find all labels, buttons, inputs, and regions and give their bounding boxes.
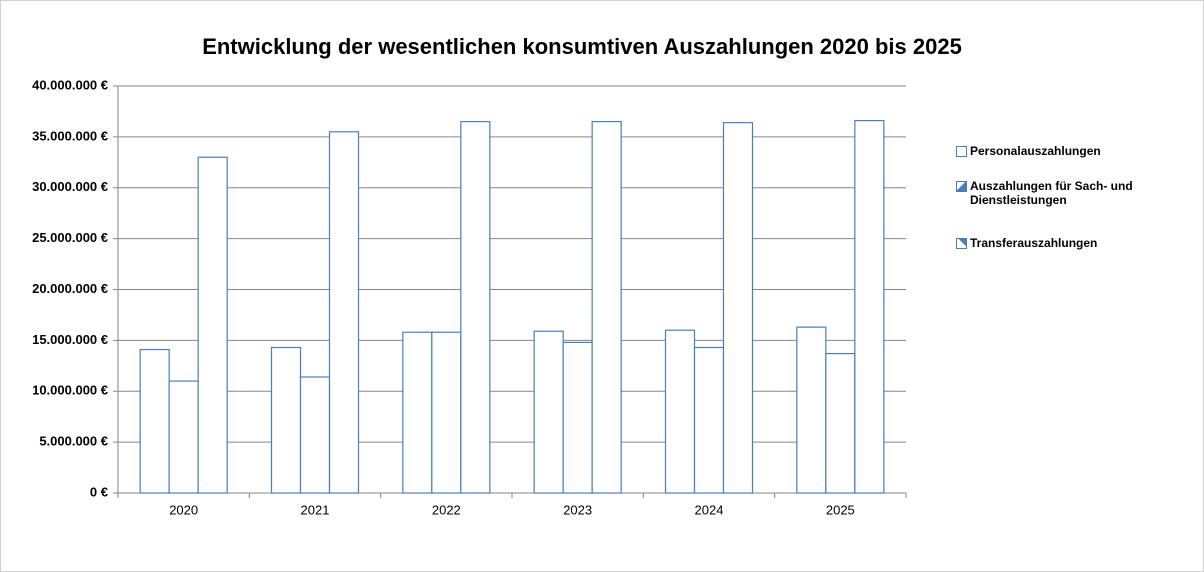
x-tick-label: 2024 [695,502,724,517]
y-tick-label: 35.000.000 € [32,128,108,143]
legend-label: Personalauszahlungen [970,144,1101,158]
bar [854,119,885,494]
bar [562,341,593,494]
bar [431,331,462,494]
bar [825,353,856,494]
bar [664,329,696,494]
y-tick-label: 20.000.000 € [32,281,108,296]
y-tick-label: 40.000.000 € [32,77,108,92]
y-tick-label: 15.000.000 € [32,332,108,347]
legend-entry: Auszahlungen für Sach- und Dienstleistun… [956,179,1156,207]
bar [402,331,433,494]
y-tick-label: 5.000.000 € [39,434,108,449]
y-tick-label: 0 € [90,484,108,499]
y-tick-label: 30.000.000 € [32,179,108,194]
legend-swatch [956,238,967,249]
legend-swatch [956,181,967,192]
bar [270,346,302,494]
x-tick-label: 2022 [432,502,461,517]
chart-title: Entwicklung der wesentlichen konsumtiven… [202,34,962,59]
y-tick-label: 25.000.000 € [32,230,108,245]
x-tick-label: 2025 [826,502,855,517]
bar [460,121,491,494]
bar [197,156,228,494]
bar [722,122,754,494]
x-tick-label: 2023 [563,502,592,517]
legend-entry: Transferauszahlungen [956,236,1156,250]
bar [139,348,170,494]
y-tick-label: 10.000.000 € [32,383,108,398]
bar [168,380,199,494]
bar [299,376,331,494]
legend-label: Auszahlungen für Sach- und Dienstleistun… [970,179,1133,207]
legend-swatch [956,146,967,157]
x-tick-label: 2021 [301,502,330,517]
x-tick-label: 2020 [169,502,198,517]
bar [328,131,360,494]
bar [796,326,827,494]
bar [533,330,564,494]
legend-label: Transferauszahlungen [970,236,1098,250]
bar [693,346,725,494]
bar [591,121,622,494]
legend-entry: Personalauszahlungen [956,144,1156,158]
